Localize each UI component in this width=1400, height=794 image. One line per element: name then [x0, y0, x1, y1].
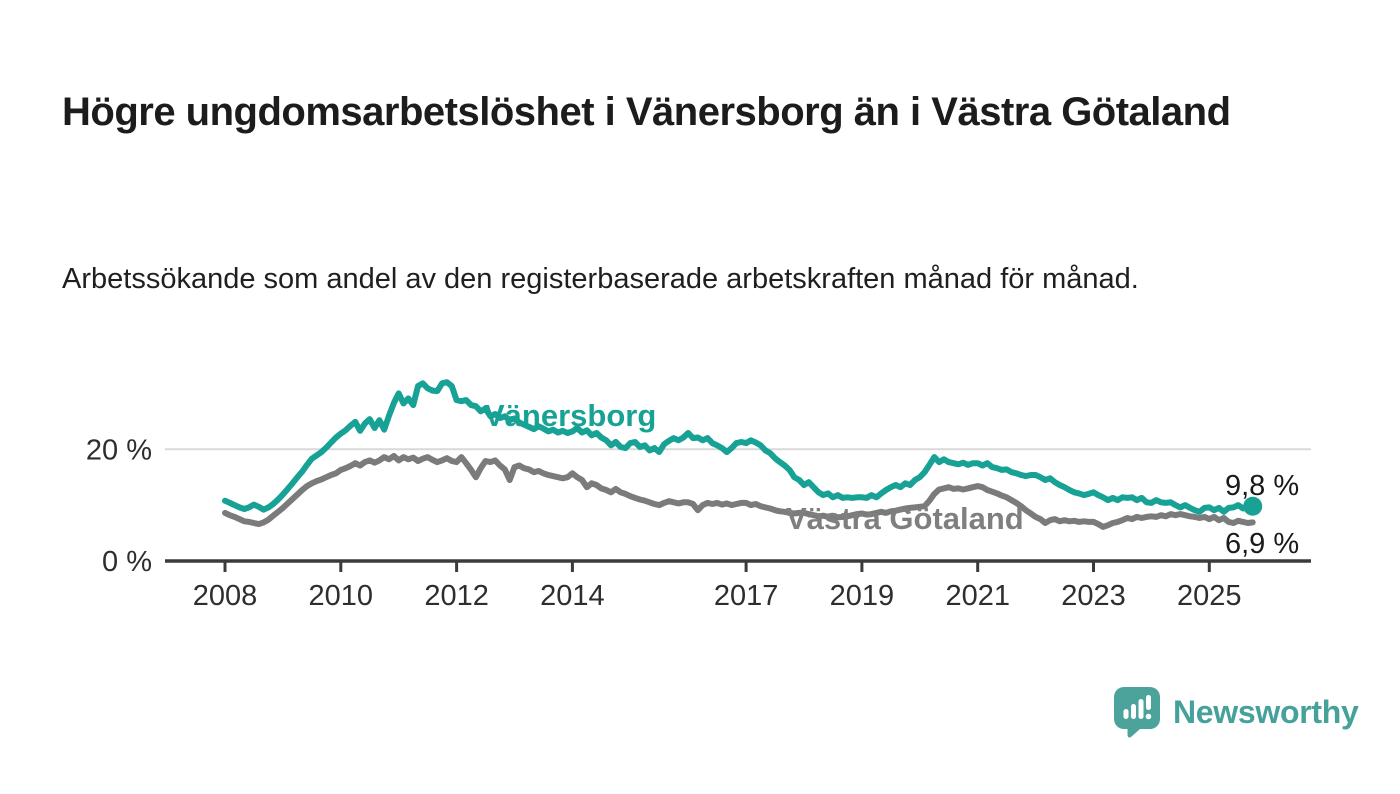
x-tick-label-2023: 2023: [1061, 580, 1126, 612]
bar-3: [1138, 699, 1144, 719]
series-label-vastra-gotaland: Västra Götaland: [786, 501, 1024, 536]
bar-1: [1123, 709, 1129, 719]
chart-subtitle: Arbetssökande som andel av den registerb…: [62, 263, 1139, 295]
bar-2: [1131, 704, 1136, 719]
newsworthy-wordmark: Newsworthy: [1173, 693, 1359, 730]
y-tick-label-0: 0 %: [102, 546, 152, 578]
x-tick-label-2017: 2017: [714, 580, 779, 612]
x-tick-label-2021: 2021: [945, 580, 1010, 612]
end-value-vanersborg: 9,8 %: [1225, 470, 1300, 502]
x-tick-label-2014: 2014: [540, 580, 605, 612]
latest-point-marker: [1243, 496, 1263, 516]
x-tick-label-2008: 2008: [193, 580, 258, 612]
series-line-vanersborg: [222, 379, 1256, 515]
x-tick-label-2025: 2025: [1177, 580, 1242, 612]
exclamation-dot: [1145, 713, 1152, 720]
exclamation-bar: [1146, 695, 1151, 710]
x-tick-label-2010: 2010: [309, 580, 374, 612]
series-line-vastra-gotaland: [222, 453, 1256, 530]
newsworthy-bubble-icon: [1114, 687, 1160, 738]
y-tick-label-20: 20 %: [86, 434, 152, 466]
x-tick-label-2019: 2019: [830, 580, 895, 612]
bubble-shape: [1114, 687, 1160, 738]
page-title: Högre ungdomsarbetslöshet i Vänersborg ä…: [62, 89, 1231, 134]
end-value-vastra-gotaland: 6,9 %: [1225, 528, 1300, 560]
series-label-vanersborg: Vänersborg: [484, 398, 657, 433]
line-chart: 0 % 20 % 2008 2010 2012 2014 2017 2019 2021 2023 2…: [86, 379, 1311, 612]
x-tick-label-2012: 2012: [424, 580, 489, 612]
newsworthy-logo: Newsworthy: [1113, 686, 1359, 738]
